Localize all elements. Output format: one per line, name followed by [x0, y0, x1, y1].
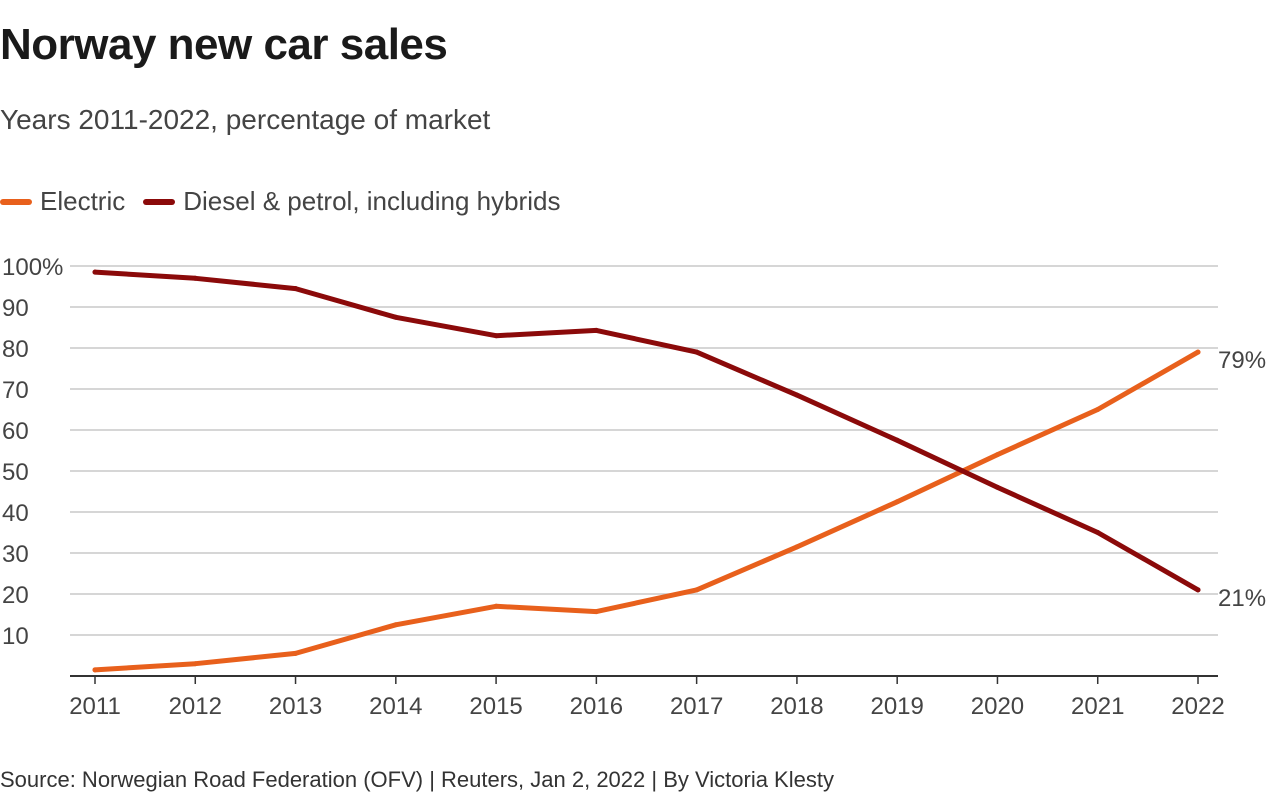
x-tick-label: 2019 [870, 693, 923, 720]
data-point-diesel-petrol [794, 392, 800, 398]
chart-legend: Electric Diesel & petrol, including hybr… [0, 186, 578, 217]
y-tick-label: 90 [2, 295, 29, 322]
y-tick-label: 10 [2, 623, 29, 650]
y-axis-ticks: 100% 90 80 70 60 50 40 30 20 10 [2, 254, 63, 650]
series-line-diesel-petrol [92, 269, 1201, 593]
series-lines [92, 269, 1201, 673]
legend-item-diesel-petrol: Diesel & petrol, including hybrids [143, 186, 560, 217]
y-tick-label: 30 [2, 541, 29, 568]
x-axis-ticks: 2011 2012 2013 2014 2015 2016 2017 2018 2019 2020… [69, 676, 1225, 720]
legend-label-electric: Electric [40, 186, 126, 216]
data-point-electric [593, 609, 599, 615]
data-point-electric [794, 544, 800, 550]
x-tick-label: 2022 [1171, 693, 1224, 720]
end-label-electric: 79% [1218, 347, 1266, 374]
data-point-electric [393, 622, 399, 628]
end-label-diesel-petrol: 21% [1218, 585, 1266, 612]
data-point-electric [1095, 407, 1101, 412]
x-tick-label: 2011 [69, 693, 121, 720]
x-tick-label: 2018 [770, 693, 823, 720]
data-point-diesel-petrol [92, 269, 98, 275]
y-tick-label: 40 [2, 500, 29, 527]
legend-swatch-electric [0, 198, 32, 205]
data-point-electric [92, 667, 98, 673]
legend-label-diesel-petrol: Diesel & petrol, including hybrids [183, 186, 561, 216]
gridlines [70, 265, 1218, 636]
legend-swatch-diesel-petrol [143, 198, 176, 205]
x-tick-label: 2017 [670, 693, 723, 720]
x-tick-label: 2016 [570, 693, 623, 720]
data-point-diesel-petrol [293, 286, 299, 292]
y-tick-label: 20 [2, 582, 29, 609]
data-point-diesel-petrol [994, 484, 1000, 490]
data-point-electric [1195, 349, 1201, 355]
data-point-diesel-petrol [1095, 530, 1101, 535]
data-point-diesel-petrol [192, 275, 198, 281]
x-tick-label: 2014 [369, 693, 422, 720]
source-note: Source: Norwegian Road Federation (OFV) … [0, 767, 834, 792]
x-tick-label: 2021 [1071, 693, 1124, 720]
data-point-electric [493, 603, 499, 609]
y-tick-label: 60 [2, 418, 29, 445]
data-point-electric [994, 452, 1000, 458]
data-point-diesel-petrol [393, 314, 399, 320]
x-tick-label: 2012 [169, 693, 222, 720]
data-point-diesel-petrol [1195, 587, 1201, 593]
data-point-electric [192, 661, 198, 667]
data-point-diesel-petrol [593, 327, 599, 333]
data-point-diesel-petrol [894, 437, 900, 443]
y-tick-label: 50 [2, 459, 29, 486]
x-tick-label: 2013 [269, 693, 322, 720]
x-tick-label: 2020 [971, 693, 1024, 720]
series-line-electric [92, 349, 1201, 673]
chart-subtitle: Years 2011-2022, percentage of market [0, 104, 491, 135]
y-tick-label: 70 [2, 377, 29, 404]
data-point-electric [894, 499, 900, 505]
chart-title: Norway new car sales [0, 20, 448, 69]
legend-item-electric: Electric [0, 186, 125, 217]
data-point-diesel-petrol [493, 333, 499, 339]
data-point-diesel-petrol [694, 349, 700, 355]
x-tick-label: 2015 [469, 693, 522, 720]
y-tick-label: 100% [2, 254, 63, 281]
data-point-electric [293, 650, 299, 656]
end-labels: 79% 21% [1218, 347, 1266, 612]
y-tick-label: 80 [2, 336, 29, 363]
data-point-electric [694, 587, 700, 593]
